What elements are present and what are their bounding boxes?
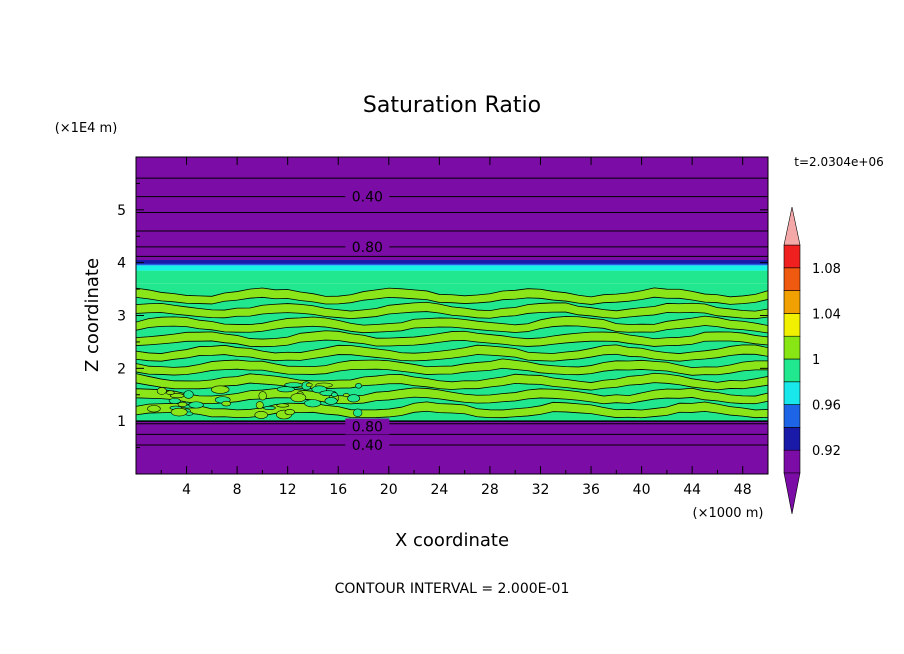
colorbar-tick-label: 1.08 bbox=[812, 262, 841, 277]
colorbar-segment-0 bbox=[783, 449, 801, 474]
y-unit-label: (×1E4 m) bbox=[55, 121, 118, 136]
x-tick-label: 32 bbox=[532, 482, 550, 498]
x-tick-label: 24 bbox=[430, 482, 448, 498]
colorbar-segment-6 bbox=[783, 313, 801, 337]
time-label: t=2.0304e+06 bbox=[794, 155, 883, 169]
colorbar-under-arrow bbox=[783, 472, 801, 515]
moist-patch-4 bbox=[136, 344, 768, 362]
colorbar-segment-4 bbox=[783, 358, 801, 383]
turbulent-cell bbox=[331, 392, 338, 398]
turbulent-cell bbox=[168, 398, 181, 404]
turbulent-cell bbox=[355, 383, 362, 389]
turbulent-cell bbox=[324, 397, 338, 405]
layer-band-0 bbox=[136, 421, 768, 474]
layer-top-band bbox=[136, 260, 768, 264]
turbulent-cell bbox=[170, 407, 188, 417]
layer-band-5 bbox=[136, 157, 768, 261]
contour-label: 0.80 bbox=[352, 419, 383, 435]
x-tick-label: 8 bbox=[233, 482, 242, 498]
colorbar-tick-label: 0.92 bbox=[812, 444, 841, 459]
x-tick-label: 28 bbox=[481, 482, 499, 498]
turbulent-cell bbox=[305, 382, 313, 387]
moist-patch-8 bbox=[136, 287, 768, 305]
moist-patch-3 bbox=[136, 358, 768, 376]
turbulent-cell bbox=[258, 391, 267, 401]
layer-band-2 bbox=[136, 270, 768, 284]
colorbar-segment-1 bbox=[783, 427, 801, 451]
turbulent-cell bbox=[290, 393, 307, 403]
turbulent-cell bbox=[169, 393, 185, 399]
colorbar-segment-9 bbox=[783, 244, 801, 269]
y-tick-label: 5 bbox=[117, 203, 126, 219]
x-tick-label: 12 bbox=[279, 482, 297, 498]
x-tick-label: 44 bbox=[683, 482, 701, 498]
contour-labels: 0.40 0.80 0.80 0.40 bbox=[345, 188, 390, 454]
moist-patch-5 bbox=[136, 330, 768, 348]
turbulent-cell bbox=[254, 411, 268, 419]
x-axis-label: X coordinate bbox=[395, 530, 509, 551]
moist-patch-0 bbox=[136, 401, 768, 419]
contour-label-bg bbox=[345, 188, 390, 205]
colorbar-segment-3 bbox=[783, 381, 801, 405]
y-axis-label: Z coordinate bbox=[82, 258, 103, 372]
x-tick-label: 36 bbox=[582, 482, 600, 498]
layer-band-3 bbox=[136, 265, 768, 271]
colorbar-tick-label: 1.04 bbox=[812, 307, 841, 322]
contour-label-bg bbox=[345, 418, 390, 435]
y-tick-label: 3 bbox=[117, 309, 126, 325]
turbulent-cell bbox=[353, 408, 363, 418]
moist-patch-6 bbox=[136, 315, 768, 334]
colorbar: 0.92 0.96 1 1.04 1.08 bbox=[783, 206, 841, 515]
turbulent-cell bbox=[284, 408, 295, 416]
contour-interval-footer: CONTOUR INTERVAL = 2.000E-01 bbox=[335, 581, 570, 597]
contour-label: 0.80 bbox=[352, 240, 383, 256]
turbulent-cell bbox=[284, 382, 303, 388]
contour-label-bg bbox=[345, 436, 390, 453]
x-tick-label: 4 bbox=[182, 482, 191, 498]
x-tick-label: 40 bbox=[633, 482, 651, 498]
turbulent-cell bbox=[166, 390, 175, 395]
turbulent-cell bbox=[255, 401, 264, 409]
y-tick-label: 4 bbox=[117, 256, 126, 272]
turbulent-cell bbox=[183, 390, 194, 399]
contour-label-bg bbox=[345, 238, 390, 255]
colorbar-over-arrow bbox=[783, 206, 801, 246]
colorbar-segment-2 bbox=[783, 404, 801, 428]
colorbar-tick-label: 1 bbox=[812, 353, 820, 368]
x-tick-label: 48 bbox=[734, 482, 752, 498]
y-tick-label: 1 bbox=[117, 414, 126, 430]
chart-title: Saturation Ratio bbox=[363, 93, 541, 118]
turbulent-cell bbox=[276, 403, 290, 408]
contour-lines bbox=[136, 177, 768, 446]
colorbar-segment-5 bbox=[783, 335, 801, 360]
x-tick-label: 16 bbox=[329, 482, 347, 498]
x-tick-label: 20 bbox=[380, 482, 398, 498]
y-tick-label: 2 bbox=[117, 361, 126, 377]
x-unit-label: (×1000 m) bbox=[693, 506, 764, 521]
turbulent-cell bbox=[221, 400, 232, 407]
turbulent-cell bbox=[347, 394, 361, 403]
turbulent-cell bbox=[211, 385, 230, 394]
plot-area bbox=[136, 157, 768, 474]
turbulent-cell bbox=[177, 401, 188, 407]
turbulent-cell bbox=[342, 393, 350, 397]
colorbar-segment-7 bbox=[783, 290, 801, 314]
turbulent-cell bbox=[147, 405, 161, 413]
turbulent-cell bbox=[156, 387, 167, 395]
turbulent-cell bbox=[188, 401, 204, 409]
colorbar-segment-8 bbox=[783, 267, 801, 291]
contour-label: 0.40 bbox=[352, 190, 383, 206]
colorbar-tick-label: 0.96 bbox=[812, 399, 841, 414]
turbulent-cell bbox=[304, 399, 322, 408]
turbulent-cell bbox=[263, 406, 276, 411]
moist-patch-7 bbox=[136, 301, 768, 320]
contour-label: 0.40 bbox=[352, 438, 383, 454]
